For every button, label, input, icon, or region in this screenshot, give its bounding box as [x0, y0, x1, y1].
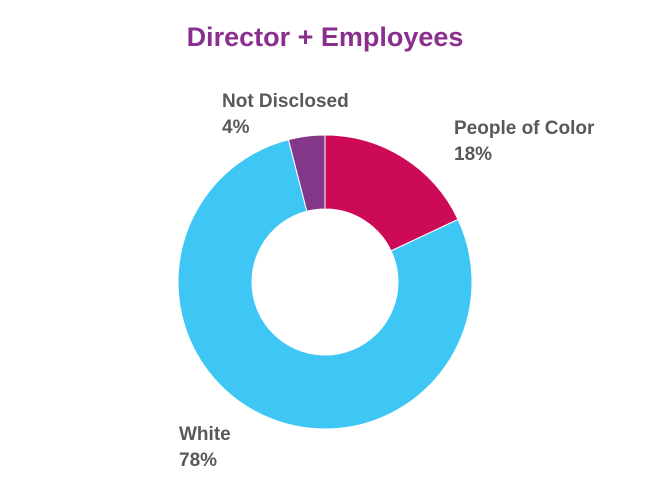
slice-label-not-disclosed-value: 4%	[222, 117, 250, 138]
slice-label-people-of-color-value: 18%	[454, 144, 493, 165]
slice-people-of-color	[324, 134, 459, 252]
slice-label-people-of-color-name: People of Color	[454, 118, 595, 139]
slice-label-white: White 78%	[179, 422, 231, 474]
slice-white	[177, 139, 473, 430]
chart-title: Director + Employees	[186, 22, 464, 52]
slice-label-white-value: 78%	[179, 450, 218, 471]
slice-label-not-disclosed-name: Not Disclosed	[222, 91, 349, 112]
slice-label-people-of-color: People of Color 18%	[454, 116, 594, 168]
slice-label-white-name: White	[179, 424, 231, 445]
slice-not-disclosed	[287, 134, 326, 212]
slice-label-not-disclosed: Not Disclosed 4%	[222, 89, 349, 141]
